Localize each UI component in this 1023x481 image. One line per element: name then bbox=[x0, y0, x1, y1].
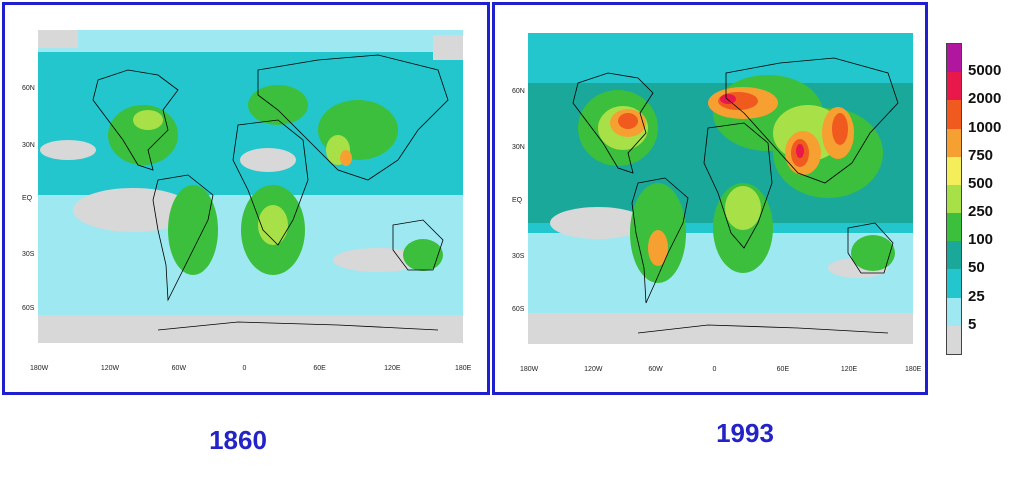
coastlines bbox=[572, 57, 899, 334]
x-tick-label: 0 bbox=[242, 365, 247, 372]
x-tick-label: 60W bbox=[171, 365, 187, 372]
legend-color-swatch bbox=[947, 297, 961, 327]
x-tick-label: 120E bbox=[384, 365, 401, 372]
x-tick-label: 180E bbox=[455, 365, 472, 372]
legend-color-swatch bbox=[947, 100, 961, 130]
legend-level-label: 750 bbox=[968, 146, 994, 164]
legend-level-label: 250 bbox=[968, 203, 994, 221]
legend-color-swatch bbox=[947, 44, 961, 73]
legend-level-label: 500 bbox=[968, 174, 994, 192]
y-tick-label: 30N bbox=[22, 141, 35, 149]
legend-color-swatch bbox=[947, 184, 961, 214]
y-tick-label: 30S bbox=[512, 252, 525, 260]
x-tick-label: 60E bbox=[313, 365, 326, 372]
y-tick-label: 30N bbox=[512, 144, 525, 152]
panel-frame-1993 bbox=[492, 2, 928, 395]
x-tick-label: 120E bbox=[840, 366, 858, 373]
legend-level-label: 5 bbox=[968, 315, 977, 333]
legend-level-label: 25 bbox=[968, 287, 985, 305]
y-tick-label: 60S bbox=[22, 304, 35, 312]
x-tick-label: 120W bbox=[100, 365, 120, 372]
x-tick-label: 60E bbox=[776, 366, 790, 373]
legend-color-swatch bbox=[947, 325, 961, 355]
legend-level-label: 50 bbox=[968, 259, 985, 277]
map-1993 bbox=[528, 33, 913, 344]
coastlines bbox=[92, 54, 449, 331]
land-crimson bbox=[720, 94, 804, 158]
color-legend-bar bbox=[946, 43, 962, 355]
legend-color-swatch bbox=[947, 269, 961, 299]
legend-color-swatch bbox=[947, 241, 961, 270]
legend-color-swatch bbox=[947, 128, 961, 158]
x-tick-label: 60W bbox=[648, 366, 663, 373]
land-hotspot bbox=[340, 150, 352, 166]
y-tick-label: EQ bbox=[22, 195, 33, 203]
legend-level-label: 2000 bbox=[968, 90, 1002, 108]
x-tick-label: 120W bbox=[584, 366, 603, 373]
y-tick-label: 60N bbox=[512, 88, 525, 96]
legend-color-swatch bbox=[947, 156, 961, 186]
x-tick-label: 180W bbox=[520, 366, 539, 373]
panel-frame-1860 bbox=[2, 2, 490, 395]
y-tick-label: 60N bbox=[22, 85, 35, 93]
x-tick-label: 0 bbox=[712, 366, 717, 373]
map-1860 bbox=[38, 30, 463, 343]
legend-level-label: 5000 bbox=[968, 62, 1002, 80]
legend-color-swatch bbox=[947, 72, 961, 101]
x-tick-label: 180E bbox=[905, 366, 922, 373]
legend-color-swatch bbox=[947, 213, 961, 242]
y-tick-label: 30S bbox=[22, 251, 35, 259]
no-data-regions bbox=[38, 30, 463, 343]
year-label-1860: 1860 bbox=[209, 425, 267, 455]
y-tick-label: EQ bbox=[512, 196, 523, 204]
y-tick-label: 60S bbox=[512, 305, 525, 313]
x-tick-label: 180W bbox=[30, 365, 49, 372]
legend-level-label: 100 bbox=[968, 231, 994, 249]
legend-level-label: 1000 bbox=[968, 118, 1002, 136]
year-label-1993: 1993 bbox=[716, 418, 774, 448]
